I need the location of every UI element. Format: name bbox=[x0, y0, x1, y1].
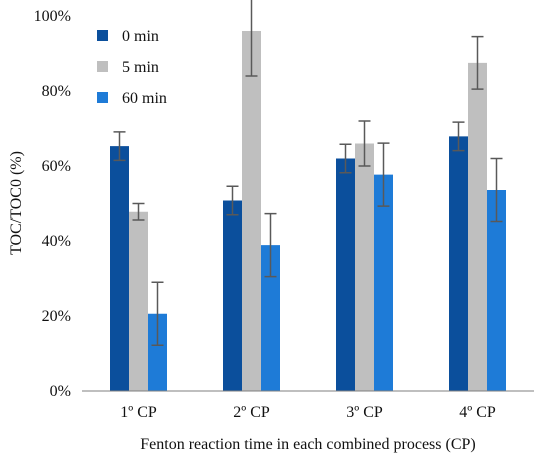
y-tick-label: 60% bbox=[42, 158, 71, 175]
bar-0-min-3 bbox=[336, 158, 355, 391]
bar-5-min-2 bbox=[242, 31, 261, 391]
bar-0-min-4 bbox=[449, 136, 468, 391]
y-tick-label: 100% bbox=[34, 8, 71, 25]
legend-swatch bbox=[97, 61, 108, 72]
bar-60-min-3 bbox=[374, 174, 393, 391]
y-tick-label: 40% bbox=[42, 233, 71, 250]
bar-60-min-1 bbox=[148, 313, 167, 391]
x-tick-label: 1º CP bbox=[120, 404, 157, 421]
bar-5-min-4 bbox=[468, 62, 487, 391]
legend-swatch bbox=[97, 92, 108, 103]
y-axis-ticks: 0% 20% 40% 60% 80% 100% bbox=[34, 8, 71, 400]
bars bbox=[110, 31, 506, 391]
legend: 0 min 5 min 60 min bbox=[97, 28, 167, 107]
x-axis-ticks: 1º CP 2º CP 3º CP 4º CP bbox=[120, 404, 496, 421]
bar-5-min-3 bbox=[355, 143, 374, 391]
y-tick-label: 0% bbox=[50, 383, 71, 400]
bar-0-min-2 bbox=[223, 200, 242, 391]
y-axis-title: TOC/TOC0 (%) bbox=[8, 151, 25, 255]
x-tick-label: 2º CP bbox=[233, 404, 270, 421]
legend-label: 0 min bbox=[122, 28, 159, 45]
x-tick-label: 3º CP bbox=[346, 404, 383, 421]
bar-5-min-1 bbox=[129, 211, 148, 391]
legend-label: 60 min bbox=[122, 90, 167, 107]
y-tick-label: 20% bbox=[42, 308, 71, 325]
error-bars bbox=[113, 0, 503, 346]
x-axis-title: Fenton reaction time in each combined pr… bbox=[140, 436, 475, 453]
bar-0-min-1 bbox=[110, 146, 129, 391]
legend-label: 5 min bbox=[122, 59, 159, 76]
x-tick-label: 4º CP bbox=[459, 404, 496, 421]
bar-60-min-4 bbox=[487, 190, 506, 391]
bar-60-min-2 bbox=[261, 245, 280, 391]
legend-swatch bbox=[97, 30, 108, 41]
y-tick-label: 80% bbox=[42, 83, 71, 100]
